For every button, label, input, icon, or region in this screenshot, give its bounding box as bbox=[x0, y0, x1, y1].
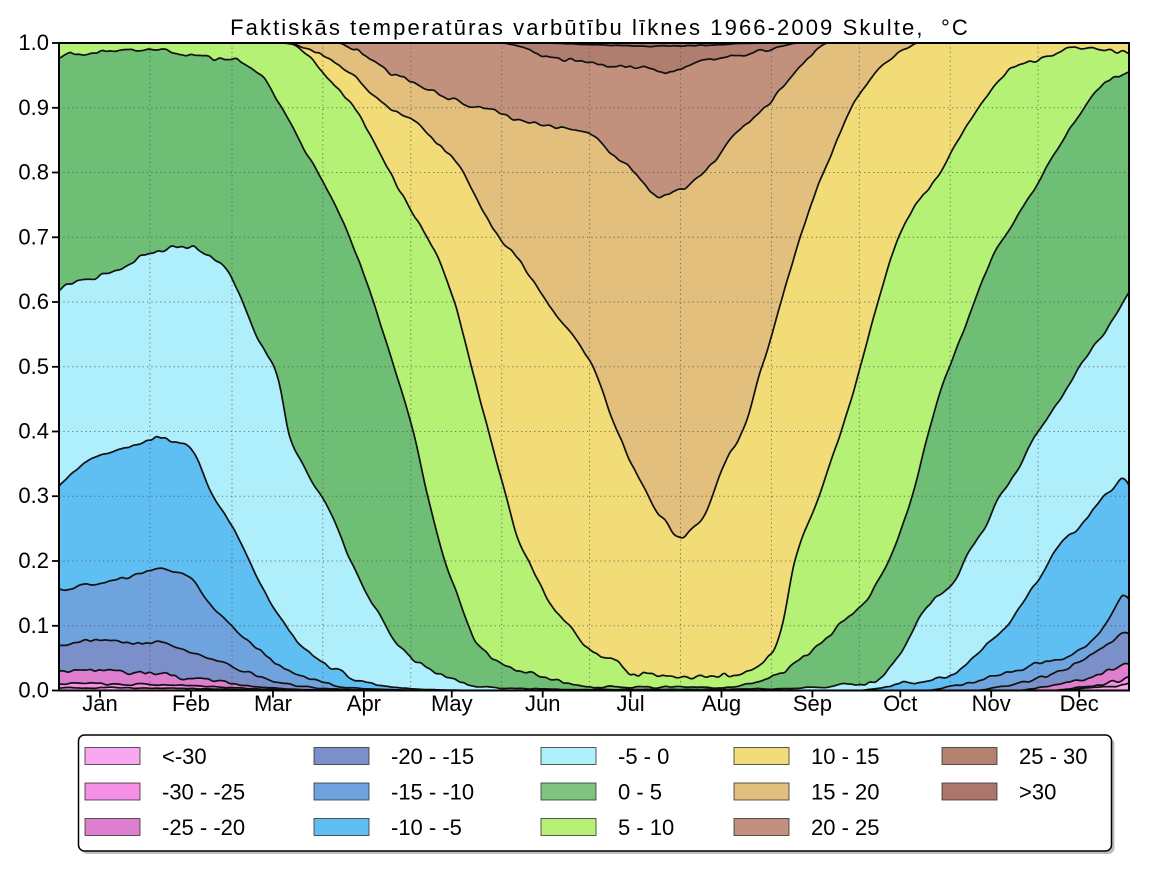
svg-text:-10 - -5: -10 - -5 bbox=[391, 815, 462, 840]
svg-text:Faktiskās temperatūras varbūtī: Faktiskās temperatūras varbūtību līknes … bbox=[230, 15, 970, 40]
svg-text:-20 - -15: -20 - -15 bbox=[391, 744, 474, 769]
svg-text:0.1: 0.1 bbox=[18, 613, 49, 638]
svg-text:Mar: Mar bbox=[254, 691, 292, 716]
svg-text:<-30: <-30 bbox=[162, 744, 207, 769]
svg-text:1.0: 1.0 bbox=[18, 30, 49, 55]
svg-text:-5 - 0: -5 - 0 bbox=[618, 744, 669, 769]
svg-text:Oct: Oct bbox=[883, 691, 917, 716]
svg-text:0.8: 0.8 bbox=[18, 160, 49, 185]
svg-text:-30 - -25: -30 - -25 bbox=[162, 780, 245, 805]
svg-text:0 - 5: 0 - 5 bbox=[618, 780, 662, 805]
svg-text:0.6: 0.6 bbox=[18, 289, 49, 314]
svg-text:0.5: 0.5 bbox=[18, 354, 49, 379]
svg-text:May: May bbox=[431, 691, 473, 716]
svg-text:Dec: Dec bbox=[1060, 691, 1099, 716]
svg-text:Jan: Jan bbox=[82, 691, 117, 716]
svg-text:-15 - -10: -15 - -10 bbox=[391, 780, 474, 805]
svg-text:0.0: 0.0 bbox=[18, 678, 49, 703]
svg-text:15 - 20: 15 - 20 bbox=[811, 780, 880, 805]
svg-text:0.9: 0.9 bbox=[18, 95, 49, 120]
svg-text:Aug: Aug bbox=[702, 691, 741, 716]
svg-text:0.2: 0.2 bbox=[18, 548, 49, 573]
svg-text:Nov: Nov bbox=[972, 691, 1011, 716]
svg-text:25 - 30: 25 - 30 bbox=[1019, 744, 1088, 769]
svg-text:-25 - -20: -25 - -20 bbox=[162, 815, 245, 840]
svg-text:>30: >30 bbox=[1019, 780, 1056, 805]
svg-text:Jun: Jun bbox=[525, 691, 560, 716]
svg-text:0.3: 0.3 bbox=[18, 483, 49, 508]
svg-text:Apr: Apr bbox=[347, 691, 381, 716]
svg-text:10 - 15: 10 - 15 bbox=[811, 744, 880, 769]
svg-text:Jul: Jul bbox=[617, 691, 645, 716]
svg-text:Sep: Sep bbox=[793, 691, 832, 716]
svg-text:Feb: Feb bbox=[172, 691, 210, 716]
svg-text:20 - 25: 20 - 25 bbox=[811, 815, 880, 840]
svg-text:0.7: 0.7 bbox=[18, 224, 49, 249]
svg-text:0.4: 0.4 bbox=[18, 419, 49, 444]
svg-text:5 - 10: 5 - 10 bbox=[618, 815, 674, 840]
